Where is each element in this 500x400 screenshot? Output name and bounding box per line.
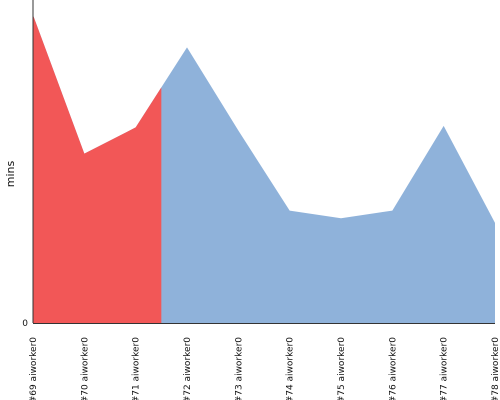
x-tick-label: #76 aiworker0 — [388, 337, 398, 400]
x-tick-label: #73 aiworker0 — [234, 337, 244, 400]
y-axis-title: mins — [4, 160, 17, 187]
x-tick-label: #72 aiworker0 — [183, 337, 193, 400]
x-tick-label: #77 aiworker0 — [440, 337, 450, 400]
x-tick-label: #71 aiworker0 — [132, 337, 142, 400]
x-tick-label: #74 aiworker0 — [286, 337, 296, 400]
y-axis-ticks: 0 — [22, 319, 28, 329]
x-tick-label: #69 aiworker0 — [29, 337, 39, 400]
x-tick-label: #70 aiworker0 — [80, 337, 90, 400]
area-highlight-series — [33, 15, 162, 323]
plot-area — [33, 15, 495, 323]
x-tick-label: #78 aiworker0 — [491, 337, 500, 400]
x-tick-label: #75 aiworker0 — [337, 337, 347, 400]
x-axis-ticks: #69 aiworker0 #70 aiworker0 #71 aiworker0 #… — [29, 337, 500, 400]
y-tick-label: 0 — [22, 319, 28, 329]
